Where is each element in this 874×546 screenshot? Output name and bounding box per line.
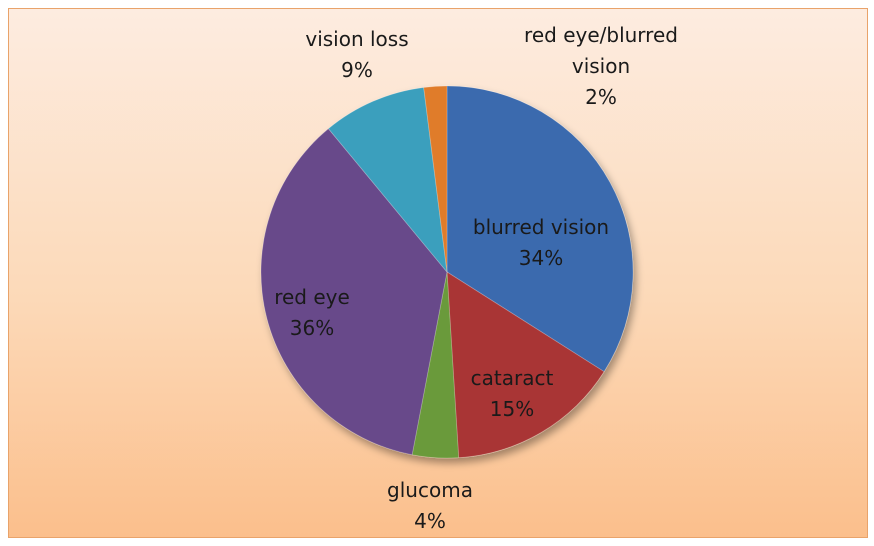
slice-value: 15% <box>489 397 535 421</box>
slice-value: 36% <box>289 316 335 340</box>
slice-label: red eye 36% <box>222 282 402 344</box>
pie <box>260 85 634 459</box>
slice-name: red eye/blurred vision <box>524 23 678 78</box>
slice-label: cataract 15% <box>422 363 602 425</box>
slice-label: vision loss 9% <box>267 24 447 86</box>
slice-name: blurred vision <box>472 215 610 239</box>
slice-name: vision loss <box>305 27 409 51</box>
slice-value: 34% <box>518 246 564 270</box>
slice-value: 9% <box>341 58 373 82</box>
pie-slice <box>327 87 448 274</box>
pie-slice <box>423 85 448 273</box>
pie-slice <box>446 271 605 459</box>
slice-name: glucoma <box>387 478 473 502</box>
pie-slice <box>260 128 448 456</box>
slice-label: blurred vision 34% <box>451 212 631 274</box>
slice-name: cataract <box>470 366 554 390</box>
slice-value: 4% <box>414 509 446 533</box>
slice-label: red eye/blurred vision 2% <box>511 20 691 113</box>
slice-label: glucoma 4% <box>340 475 520 537</box>
slice-name: red eye <box>274 285 350 309</box>
pie-slice <box>446 85 634 373</box>
slice-value: 2% <box>585 85 617 109</box>
